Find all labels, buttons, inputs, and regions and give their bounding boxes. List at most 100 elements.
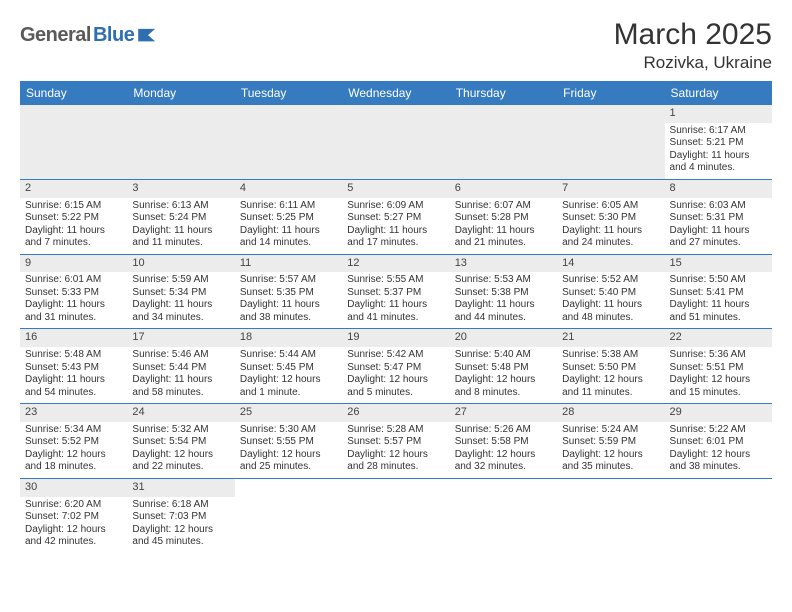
day-body: Sunrise: 6:13 AMSunset: 5:24 PMDaylight:… — [127, 198, 234, 254]
day-body: Sunrise: 5:52 AMSunset: 5:40 PMDaylight:… — [557, 272, 664, 328]
sunrise-text: Sunrise: 5:48 AM — [25, 349, 122, 362]
day-number: 2 — [20, 180, 127, 198]
sunset-text: Sunset: 5:47 PM — [347, 362, 444, 375]
day-number: 23 — [20, 404, 127, 422]
day-body: Sunrise: 5:38 AMSunset: 5:50 PMDaylight:… — [557, 347, 664, 403]
sunrise-text: Sunrise: 5:53 AM — [455, 274, 552, 287]
sunset-text: Sunset: 5:41 PM — [670, 287, 767, 300]
day-number: 26 — [342, 404, 449, 422]
day-body: Sunrise: 5:50 AMSunset: 5:41 PMDaylight:… — [665, 272, 772, 328]
day-number: 3 — [127, 180, 234, 198]
sunset-text: Sunset: 5:40 PM — [562, 287, 659, 300]
sunrise-text: Sunrise: 5:36 AM — [670, 349, 767, 362]
day-cell: 13Sunrise: 5:53 AMSunset: 5:38 PMDayligh… — [450, 254, 557, 329]
day-body: Sunrise: 5:53 AMSunset: 5:38 PMDaylight:… — [450, 272, 557, 328]
day-number: 9 — [20, 255, 127, 273]
month-title: March 2025 — [614, 18, 772, 51]
sunset-text: Sunset: 5:33 PM — [25, 287, 122, 300]
sunrise-text: Sunrise: 5:30 AM — [240, 424, 337, 437]
day-cell: 24Sunrise: 5:32 AMSunset: 5:54 PMDayligh… — [127, 404, 234, 479]
sunset-text: Sunset: 5:30 PM — [562, 212, 659, 225]
day-cell: 8Sunrise: 6:03 AMSunset: 5:31 PMDaylight… — [665, 179, 772, 254]
week-row: 9Sunrise: 6:01 AMSunset: 5:33 PMDaylight… — [20, 254, 772, 329]
daylight-text: Daylight: 12 hours and 18 minutes. — [25, 449, 122, 474]
day-cell: 15Sunrise: 5:50 AMSunset: 5:41 PMDayligh… — [665, 254, 772, 329]
sunrise-text: Sunrise: 5:24 AM — [562, 424, 659, 437]
day-body: Sunrise: 6:20 AMSunset: 7:02 PMDaylight:… — [20, 497, 127, 553]
day-cell — [127, 105, 234, 179]
day-number: 8 — [665, 180, 772, 198]
day-cell: 30Sunrise: 6:20 AMSunset: 7:02 PMDayligh… — [20, 478, 127, 552]
logo: General Blue — [20, 24, 159, 47]
day-body: Sunrise: 5:42 AMSunset: 5:47 PMDaylight:… — [342, 347, 449, 403]
day-body: Sunrise: 5:24 AMSunset: 5:59 PMDaylight:… — [557, 422, 664, 478]
daylight-text: Daylight: 12 hours and 15 minutes. — [670, 374, 767, 399]
day-cell: 25Sunrise: 5:30 AMSunset: 5:55 PMDayligh… — [235, 404, 342, 479]
sunset-text: Sunset: 5:35 PM — [240, 287, 337, 300]
day-cell: 12Sunrise: 5:55 AMSunset: 5:37 PMDayligh… — [342, 254, 449, 329]
day-cell: 6Sunrise: 6:07 AMSunset: 5:28 PMDaylight… — [450, 179, 557, 254]
weekday-header: Sunday — [20, 81, 127, 105]
day-body: Sunrise: 5:48 AMSunset: 5:43 PMDaylight:… — [20, 347, 127, 403]
day-cell: 11Sunrise: 5:57 AMSunset: 5:35 PMDayligh… — [235, 254, 342, 329]
sunrise-text: Sunrise: 5:57 AM — [240, 274, 337, 287]
daylight-text: Daylight: 12 hours and 11 minutes. — [562, 374, 659, 399]
sunset-text: Sunset: 5:50 PM — [562, 362, 659, 375]
day-number: 31 — [127, 479, 234, 497]
sunset-text: Sunset: 5:52 PM — [25, 436, 122, 449]
daylight-text: Daylight: 12 hours and 22 minutes. — [132, 449, 229, 474]
sunrise-text: Sunrise: 6:17 AM — [670, 125, 767, 138]
weekday-header: Tuesday — [235, 81, 342, 105]
daylight-text: Daylight: 12 hours and 8 minutes. — [455, 374, 552, 399]
sunrise-text: Sunrise: 6:11 AM — [240, 200, 337, 213]
day-cell: 3Sunrise: 6:13 AMSunset: 5:24 PMDaylight… — [127, 179, 234, 254]
day-cell: .. — [450, 478, 557, 552]
day-number: 21 — [557, 329, 664, 347]
day-cell: 7Sunrise: 6:05 AMSunset: 5:30 PMDaylight… — [557, 179, 664, 254]
logo-text-dark: General — [20, 24, 91, 47]
daylight-text: Daylight: 12 hours and 25 minutes. — [240, 449, 337, 474]
daylight-text: Daylight: 11 hours and 41 minutes. — [347, 299, 444, 324]
day-body: Sunrise: 5:57 AMSunset: 5:35 PMDaylight:… — [235, 272, 342, 328]
day-cell: 17Sunrise: 5:46 AMSunset: 5:44 PMDayligh… — [127, 329, 234, 404]
sunset-text: Sunset: 5:59 PM — [562, 436, 659, 449]
sunset-text: Sunset: 5:31 PM — [670, 212, 767, 225]
daylight-text: Daylight: 11 hours and 7 minutes. — [25, 225, 122, 250]
sunrise-text: Sunrise: 5:22 AM — [670, 424, 767, 437]
sunrise-text: Sunrise: 5:50 AM — [670, 274, 767, 287]
daylight-text: Daylight: 12 hours and 38 minutes. — [670, 449, 767, 474]
day-body: Sunrise: 6:18 AMSunset: 7:03 PMDaylight:… — [127, 497, 234, 553]
day-number: 16 — [20, 329, 127, 347]
sunset-text: Sunset: 5:54 PM — [132, 436, 229, 449]
day-number: 1 — [665, 105, 772, 123]
sunset-text: Sunset: 5:27 PM — [347, 212, 444, 225]
day-number: 19 — [342, 329, 449, 347]
sunset-text: Sunset: 5:43 PM — [25, 362, 122, 375]
day-number: 22 — [665, 329, 772, 347]
sunrise-text: Sunrise: 5:44 AM — [240, 349, 337, 362]
day-number: 25 — [235, 404, 342, 422]
sunset-text: Sunset: 5:51 PM — [670, 362, 767, 375]
sunset-text: Sunset: 5:28 PM — [455, 212, 552, 225]
daylight-text: Daylight: 11 hours and 31 minutes. — [25, 299, 122, 324]
day-number: 29 — [665, 404, 772, 422]
sunrise-text: Sunrise: 6:01 AM — [25, 274, 122, 287]
day-number: 17 — [127, 329, 234, 347]
day-cell: 27Sunrise: 5:26 AMSunset: 5:58 PMDayligh… — [450, 404, 557, 479]
day-number: 6 — [450, 180, 557, 198]
sunrise-text: Sunrise: 6:20 AM — [25, 499, 122, 512]
day-cell: .. — [235, 478, 342, 552]
sunset-text: Sunset: 5:24 PM — [132, 212, 229, 225]
sunrise-text: Sunrise: 5:59 AM — [132, 274, 229, 287]
daylight-text: Daylight: 12 hours and 1 minute. — [240, 374, 337, 399]
day-cell — [235, 105, 342, 179]
sunset-text: Sunset: 7:02 PM — [25, 511, 122, 524]
day-number: 7 — [557, 180, 664, 198]
daylight-text: Daylight: 11 hours and 14 minutes. — [240, 225, 337, 250]
sunrise-text: Sunrise: 6:09 AM — [347, 200, 444, 213]
daylight-text: Daylight: 11 hours and 54 minutes. — [25, 374, 122, 399]
sunrise-text: Sunrise: 5:28 AM — [347, 424, 444, 437]
day-number: 12 — [342, 255, 449, 273]
day-number: 28 — [557, 404, 664, 422]
day-cell: 28Sunrise: 5:24 AMSunset: 5:59 PMDayligh… — [557, 404, 664, 479]
